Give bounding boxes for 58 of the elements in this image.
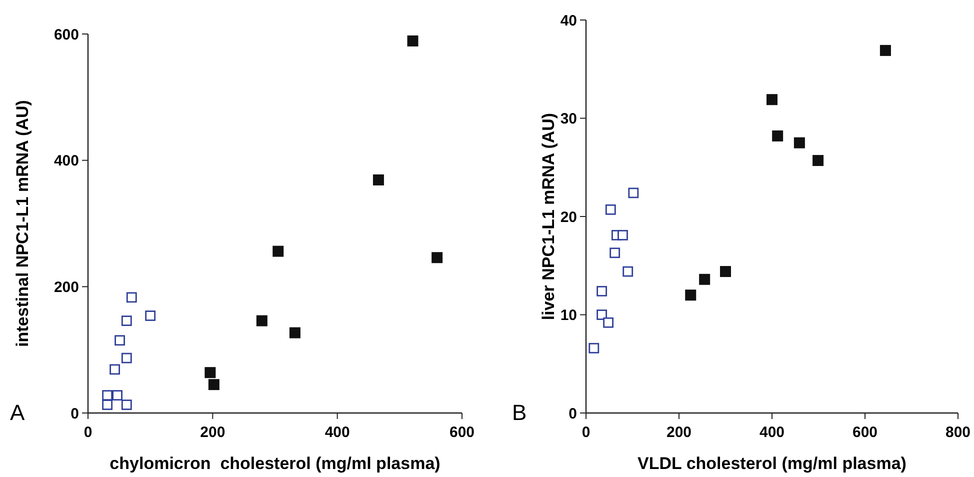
point bbox=[685, 290, 696, 301]
point bbox=[256, 315, 268, 326]
x-axis-title: chylomicron cholesterol (mg/ml plasma) bbox=[110, 454, 440, 473]
point bbox=[110, 364, 120, 375]
x-tick-label: 200 bbox=[666, 424, 692, 441]
point bbox=[126, 292, 137, 303]
point bbox=[766, 94, 778, 106]
x-tick-label: 600 bbox=[449, 424, 475, 441]
point bbox=[812, 154, 824, 166]
text: B bbox=[512, 400, 527, 425]
y-tick-label: 30 bbox=[560, 110, 577, 128]
point bbox=[794, 137, 805, 148]
y-tick-label: 600 bbox=[54, 26, 79, 44]
point bbox=[289, 327, 300, 338]
text: A bbox=[10, 400, 25, 425]
point bbox=[699, 274, 710, 285]
point bbox=[605, 204, 616, 215]
point bbox=[603, 317, 614, 328]
y-axis-title: intestinal NPC1-L1 mRNA (AU) bbox=[12, 100, 32, 347]
x-tick-label: 400 bbox=[759, 424, 785, 441]
point bbox=[610, 248, 620, 258]
point bbox=[145, 310, 156, 321]
y-tick-label: 10 bbox=[560, 307, 577, 324]
y-tick-label: 200 bbox=[54, 278, 79, 296]
point bbox=[618, 230, 628, 240]
point bbox=[407, 35, 418, 46]
point bbox=[588, 342, 600, 354]
point bbox=[121, 316, 132, 326]
y-tick-label: 20 bbox=[560, 208, 577, 226]
point bbox=[208, 379, 220, 390]
y-tick-label: 40 bbox=[560, 12, 577, 30]
point bbox=[114, 335, 125, 346]
x-tick-label: 200 bbox=[200, 424, 226, 441]
x-tick-label: 0 bbox=[84, 424, 92, 441]
point bbox=[596, 310, 608, 320]
point bbox=[204, 367, 216, 378]
point bbox=[121, 352, 132, 364]
y-tick-label: 0 bbox=[70, 405, 79, 422]
point bbox=[772, 130, 784, 142]
point bbox=[720, 266, 731, 278]
point bbox=[102, 400, 113, 410]
point bbox=[121, 400, 132, 410]
point bbox=[880, 44, 891, 56]
x-tick-label: 400 bbox=[324, 424, 350, 441]
point bbox=[622, 266, 634, 277]
x-tick-label: 600 bbox=[852, 424, 878, 441]
x-tick-label: 800 bbox=[945, 424, 971, 441]
x-axis-title: VLDL cholesterol (mg/ml plasma) bbox=[638, 454, 906, 473]
point bbox=[112, 390, 122, 401]
x-tick-label: 0 bbox=[582, 424, 590, 441]
point bbox=[432, 252, 443, 264]
point bbox=[596, 286, 608, 296]
y-axis-title: liver NPC1-L1 mRNA (AU) bbox=[538, 112, 558, 320]
point bbox=[628, 188, 639, 198]
y-tick-label: 400 bbox=[54, 152, 79, 170]
point bbox=[372, 174, 384, 186]
y-tick-label: 0 bbox=[568, 405, 577, 422]
point bbox=[272, 246, 284, 257]
